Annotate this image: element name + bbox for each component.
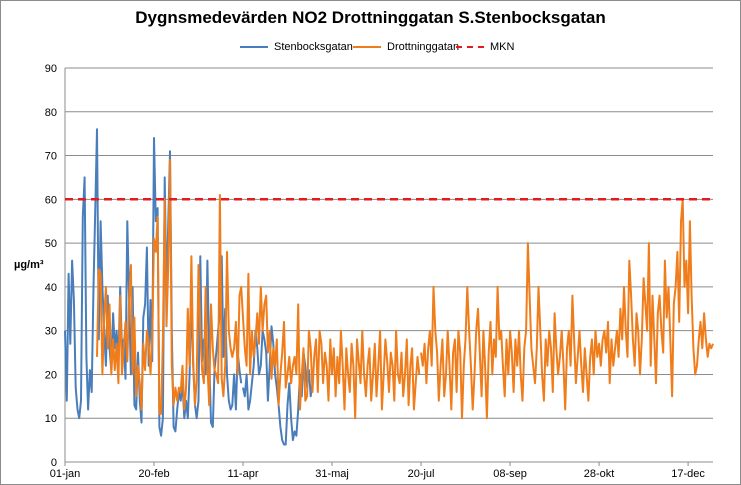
y-tick-label-50: 50 xyxy=(45,238,57,250)
x-tick-label-4: 20-jul xyxy=(408,468,435,480)
legend-label-stenbocksgatan: Stenbocksgatan xyxy=(274,41,353,53)
legend-swatch-mkn xyxy=(456,46,484,48)
y-tick-label-30: 30 xyxy=(45,326,57,338)
y-tick-label-60: 60 xyxy=(45,194,57,206)
x-tick-label-1: 20-feb xyxy=(138,468,169,480)
x-tick-label-5: 08-sep xyxy=(493,468,527,480)
y-tick-label-80: 80 xyxy=(45,107,57,119)
x-tick-label-3: 31-maj xyxy=(315,468,349,480)
x-tick-label-6: 28-okt xyxy=(584,468,615,480)
y-axis-label: µg/m³ xyxy=(14,259,44,271)
legend-item-mkn: MKN xyxy=(456,41,514,53)
y-tick-label-40: 40 xyxy=(45,282,57,294)
legend-swatch-drottninggatan xyxy=(353,46,381,48)
legend-item-drottninggatan: Drottninggatan xyxy=(353,41,459,53)
legend-item-stenbocksgatan: Stenbocksgatan xyxy=(240,41,353,53)
legend-label-drottninggatan: Drottninggatan xyxy=(387,41,460,53)
legend-swatch-stenbocksgatan xyxy=(240,46,268,48)
x-tick-label-2: 11-apr xyxy=(228,468,259,480)
y-tick-label-0: 0 xyxy=(51,457,57,469)
y-tick-label-20: 20 xyxy=(45,369,57,381)
legend: Stenbocksgatan Drottninggatan MKN xyxy=(0,41,741,55)
series-line-drottninggatan xyxy=(96,158,421,420)
x-tick-label-0: 01-jan xyxy=(50,468,81,480)
chart-title: Dygnsmedevärden NO2 Drottninggatan S.Ste… xyxy=(135,8,606,27)
series-line-drottninggatan-part-2 xyxy=(420,198,714,420)
y-tick-label-90: 90 xyxy=(45,63,57,75)
y-tick-label-10: 10 xyxy=(45,413,57,425)
legend-label-mkn: MKN xyxy=(490,41,515,53)
x-tick-label-7: 17-dec xyxy=(671,468,705,480)
y-tick-label-70: 70 xyxy=(45,151,57,163)
